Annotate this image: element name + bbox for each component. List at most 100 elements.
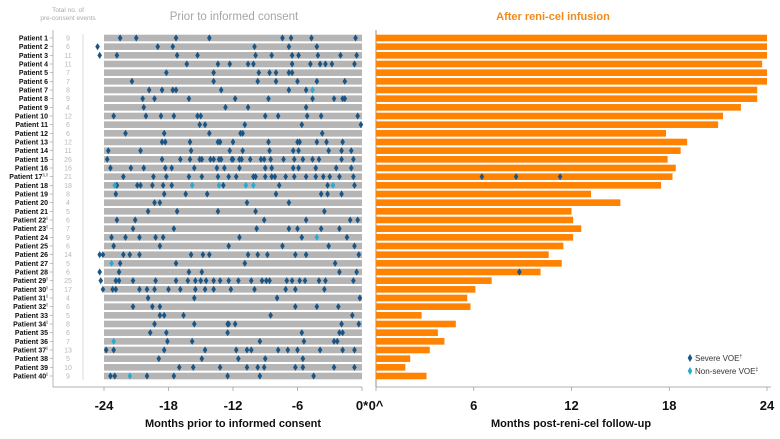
- event-count: 9: [66, 36, 70, 43]
- severe-voe-marker: [190, 363, 196, 371]
- severe-voe-marker: [331, 337, 337, 345]
- severe-voe-marker: [301, 337, 307, 345]
- severe-voe-marker: [146, 86, 152, 94]
- event-count: 6: [66, 330, 70, 337]
- patient-name: Patient 23: [13, 226, 46, 233]
- patient-footnote: ‖: [46, 216, 48, 221]
- severe-voe-marker: [352, 242, 357, 250]
- severe-voe-marker: [248, 277, 254, 285]
- patient-name: Patient 11: [15, 122, 48, 129]
- right-x-axis-title: Months post-reni-cel follow-up: [491, 418, 651, 430]
- severe-voe-marker: [299, 121, 305, 129]
- severe-voe-marker: [275, 112, 281, 120]
- x-tick-label: -24: [95, 398, 115, 413]
- severe-voe-marker: [273, 190, 279, 198]
- severe-voe-marker: [286, 199, 292, 207]
- patient-name: Patient 4: [19, 62, 48, 69]
- severe-voe-marker: [138, 181, 143, 189]
- pre-consent-bar: [104, 147, 362, 154]
- severe-voe-marker: [315, 51, 321, 59]
- severe-voe-marker: [137, 233, 142, 241]
- severe-voe-marker: [155, 43, 161, 51]
- patient-name: Patient 18: [15, 183, 48, 190]
- severe-voe-marker: [109, 233, 114, 241]
- severe-voe-marker: [323, 277, 328, 285]
- patient-row: Patient 21 5: [15, 207, 572, 216]
- severe-voe-marker: [95, 43, 100, 51]
- severe-voe-marker: [228, 285, 234, 293]
- patient-row: Patient 15 26: [15, 155, 668, 164]
- severe-voe-marker: [183, 190, 188, 198]
- severe-voe-marker: [262, 164, 268, 172]
- patient-label: Patient 13: [15, 140, 48, 147]
- severe-voe-marker: [227, 147, 233, 155]
- severe-voe-marker: [244, 363, 250, 371]
- severe-voe-marker: [160, 181, 166, 189]
- severe-voe-marker: [170, 43, 176, 51]
- severe-voe-marker: [147, 329, 153, 337]
- patient-label: Patient 21: [15, 209, 48, 216]
- severe-voe-marker: [340, 138, 345, 146]
- patient-row: Patient 20 4: [15, 199, 621, 207]
- event-count: 9: [66, 235, 70, 242]
- severe-voe-marker: [103, 346, 109, 354]
- severe-voe-marker: [123, 233, 128, 241]
- severe-voe-marker: [267, 277, 272, 285]
- severe-voe-marker: [342, 77, 348, 85]
- severe-voe-marker: [225, 372, 230, 380]
- severe-voe-marker: [338, 51, 343, 59]
- severe-voe-marker: [339, 320, 344, 328]
- followup-bar: [376, 190, 592, 198]
- severe-voe-marker: [218, 86, 224, 94]
- event-count: 11: [64, 62, 71, 69]
- pre-consent-bar: [104, 242, 362, 250]
- patient-row: Patient 29‖ 25: [13, 277, 492, 285]
- severe-voe-marker: [266, 95, 271, 103]
- severe-voe-marker: [130, 225, 136, 233]
- severe-voe-marker: [144, 372, 150, 380]
- severe-voe-marker: [296, 147, 301, 155]
- severe-voe-marker: [352, 60, 357, 68]
- patient-name: Patient 33: [15, 313, 48, 320]
- pre-consent-bar: [104, 260, 362, 267]
- patient-name: Patient 27: [15, 261, 48, 268]
- event-count: 8: [66, 88, 70, 95]
- event-count: 4: [66, 296, 70, 303]
- patient-name: Patient 13: [15, 140, 48, 147]
- severe-voe-marker: [355, 112, 360, 120]
- severe-voe-marker: [169, 164, 175, 172]
- patient-row: Patient 16 16: [15, 164, 676, 173]
- severe-voe-marker: [295, 346, 300, 354]
- severe-voe-marker: [291, 173, 297, 181]
- patient-label: Patient 12: [15, 131, 48, 138]
- severe-voe-marker: [211, 77, 216, 85]
- patient-name: Patient 25: [15, 244, 48, 251]
- followup-bar: [376, 225, 582, 232]
- patient-name: Patient 1: [19, 36, 48, 43]
- severe-voe-marker: [353, 34, 358, 42]
- severe-voe-marker: [237, 233, 242, 241]
- severe-voe-marker: [222, 164, 227, 172]
- severe-voe-marker: [289, 60, 295, 68]
- event-count: 7: [66, 226, 70, 233]
- severe-voe-marker: [233, 173, 239, 181]
- nonsevere-voe-marker: [216, 181, 222, 189]
- severe-voe-marker: [339, 190, 344, 198]
- severe-voe-marker: [268, 155, 273, 163]
- severe-voe-marker: [340, 346, 345, 354]
- severe-voe-marker: [113, 285, 119, 293]
- severe-voe-marker: [280, 34, 285, 42]
- followup-bar: [376, 95, 758, 102]
- severe-voe-marker: [242, 121, 248, 129]
- event-count: 6: [66, 44, 70, 51]
- patient-row: Patient 27 5: [15, 259, 562, 268]
- severe-voe-marker: [173, 259, 179, 267]
- severe-voe-marker: [297, 277, 302, 285]
- severe-voe-marker: [290, 147, 296, 155]
- followup-bar: [376, 199, 621, 206]
- severe-voe-marker: [303, 86, 309, 94]
- severe-voe-marker: [189, 337, 195, 345]
- event-count: 21: [64, 174, 72, 181]
- patient-footnote: ‖: [46, 303, 48, 308]
- followup-bar: [376, 338, 445, 345]
